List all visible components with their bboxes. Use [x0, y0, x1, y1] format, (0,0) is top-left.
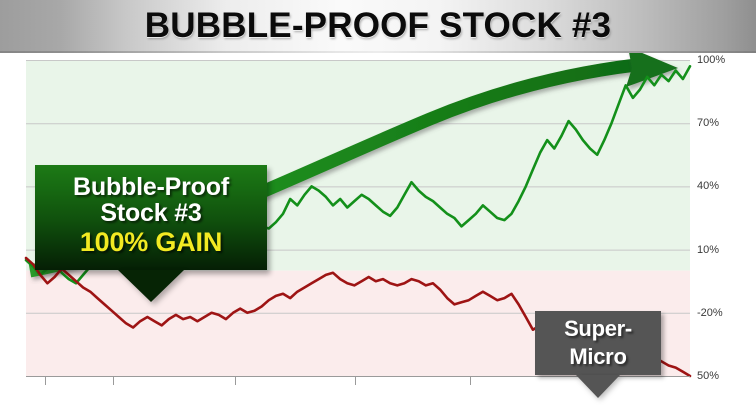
- y-axis-tick-label: -20%: [697, 306, 723, 319]
- callout-secondary-line-2: Micro: [569, 344, 627, 369]
- callout-line-1: Bubble-Proof: [73, 173, 229, 201]
- callout-secondary-pointer-triangle: [576, 375, 620, 398]
- header-banner: BUBBLE-PROOF STOCK #3: [0, 0, 756, 53]
- chart-area: 100%70%40%10%-20%50% Jul 2025AugSepOctNo…: [0, 53, 756, 405]
- callout-line-2: Stock #3: [100, 199, 202, 227]
- y-axis-tick-label: 100%: [697, 54, 726, 66]
- callout-bubble-proof-stock[interactable]: Bubble-Proof Stock #3 100% GAIN: [35, 165, 267, 302]
- y-axis-tick-label: 50%: [697, 370, 720, 382]
- y-axis-tick-label: 10%: [697, 243, 720, 256]
- callout-super-micro[interactable]: Super- Micro: [535, 311, 661, 398]
- callout-pointer-triangle: [118, 270, 184, 302]
- callout-gain-value: 100% GAIN: [79, 227, 223, 257]
- y-axis-tick-label: 40%: [697, 180, 720, 193]
- page-title: BUBBLE-PROOF STOCK #3: [144, 6, 612, 45]
- callout-secondary-line-1: Super-: [564, 316, 632, 341]
- y-axis-tick-label: 70%: [697, 117, 720, 130]
- trend-arrow-head: [626, 53, 678, 87]
